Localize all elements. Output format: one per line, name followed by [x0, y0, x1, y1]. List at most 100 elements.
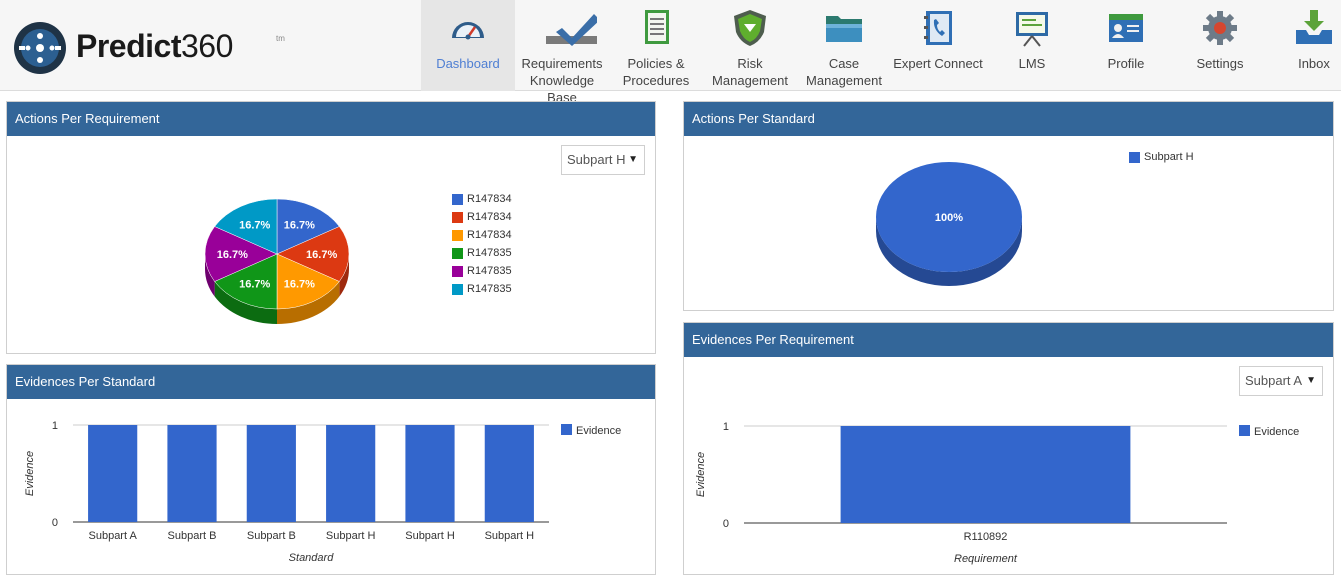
pie-slice-label: 16.7% — [217, 249, 248, 261]
pie-slice[interactable] — [214, 198, 278, 255]
nav-policies-procedures[interactable]: Policies & Procedures — [609, 0, 703, 91]
top-navigation-bar: Predict360 tm Dashboard Requirements Kno… — [0, 0, 1341, 105]
evidences-per-requirement-panel: Evidences Per Requirement Subpart A ▼ 0 1… — [683, 322, 1334, 575]
pie-slice[interactable] — [876, 162, 1022, 272]
legend-label: R147835 — [467, 283, 512, 295]
legend-item[interactable]: R147835 — [452, 244, 512, 262]
nav-inbox[interactable]: Inbox — [1267, 0, 1341, 91]
subpart-select[interactable]: Subpart A ▼ — [1239, 366, 1323, 396]
pie-slice-label: 16.7% — [284, 219, 315, 231]
legend-label[interactable]: Evidence — [576, 425, 621, 437]
pie-slice-side — [876, 217, 1022, 286]
pie-slice-label: 16.7% — [239, 219, 270, 231]
legend-swatch — [452, 265, 463, 277]
legend-item[interactable]: R147835 — [452, 280, 512, 298]
evidences-per-standard-panel: Evidences Per Standard 0 1 Subpart A Subpar… — [6, 364, 656, 575]
document-list-icon — [645, 10, 669, 44]
legend-label: Subpart H — [1144, 151, 1194, 163]
bar[interactable] — [167, 425, 217, 522]
panel-title: Actions Per Standard — [684, 102, 1333, 136]
y-tick-label: 0 — [723, 518, 729, 530]
nav-case-management[interactable]: Case Management — [797, 0, 891, 91]
y-axis-title: Evidence — [695, 452, 707, 497]
logo-trademark: tm — [276, 34, 285, 43]
pie-legend: R147834 R147834 R147834 R147835 R147835 R1478… — [452, 190, 512, 298]
legend-item[interactable]: R147834 — [452, 190, 512, 208]
pie-slice-label: 16.7% — [284, 279, 315, 291]
x-tick-label: Subpart H — [405, 530, 455, 542]
logo-mark-icon — [14, 22, 66, 74]
subpart-select[interactable]: Subpart H ▼ — [561, 145, 645, 175]
nav-dashboard[interactable]: Dashboard — [421, 0, 515, 91]
x-tick-label: Subpart B — [168, 530, 217, 542]
nav-expert-connect[interactable]: Expert Connect — [891, 0, 985, 91]
nav-requirements-knowledge-base[interactable]: Requirements Knowledge Base — [515, 0, 609, 105]
legend-swatch — [1129, 151, 1140, 163]
legend-swatch — [452, 193, 463, 205]
presentation-board-icon — [1016, 12, 1048, 47]
nav-lms[interactable]: LMS — [985, 0, 1079, 91]
pie-slice[interactable] — [276, 253, 340, 310]
legend-label[interactable]: Evidence — [1254, 426, 1299, 438]
pie-slice-side — [205, 254, 215, 297]
legend-swatch — [452, 229, 463, 241]
legend-label: R147834 — [467, 211, 512, 223]
legend-swatch — [1239, 425, 1250, 436]
pie-slice-side — [214, 281, 277, 324]
bar[interactable] — [326, 425, 376, 522]
evidences-per-standard-bar-chart: 0 1 Subpart A Subpart B Subpart B Subpart H Su… — [24, 420, 621, 564]
pie-slice[interactable] — [276, 198, 340, 255]
actions-per-standard-pie-chart: 100% — [876, 162, 1022, 286]
bar[interactable] — [484, 425, 534, 522]
legend-item[interactable]: R147835 — [452, 262, 512, 280]
legend-item[interactable]: R147834 — [452, 226, 512, 244]
main-nav: Dashboard Requirements Knowledge Base Po… — [421, 0, 1341, 105]
actions-per-requirement-pie-chart: 16.7% 16.7% 16.7% 16.7% 16.7% 16.7% — [204, 198, 350, 324]
panel-title: Actions Per Requirement — [7, 102, 655, 136]
x-axis-title: Requirement — [954, 553, 1018, 565]
bar[interactable] — [840, 426, 1131, 523]
x-tick-label: Subpart H — [485, 530, 535, 542]
inbox-tray-icon — [1296, 10, 1332, 44]
shield-icon — [734, 10, 766, 46]
pie-slice[interactable] — [276, 226, 350, 282]
checkmark-icon — [546, 14, 597, 46]
legend-item[interactable]: Subpart H — [1129, 148, 1194, 166]
x-axis-title: Standard — [289, 552, 335, 564]
folder-icon — [826, 16, 862, 42]
y-tick-label: 1 — [52, 420, 58, 432]
pie-slice[interactable] — [214, 253, 278, 310]
gear-icon — [1203, 11, 1237, 45]
nav-settings[interactable]: Settings — [1173, 0, 1267, 91]
legend-label: R147834 — [467, 193, 512, 205]
legend-item[interactable]: R147834 — [452, 208, 512, 226]
nav-profile[interactable]: Profile — [1079, 0, 1173, 91]
bar[interactable] — [88, 425, 138, 522]
predict360-logo[interactable]: Predict360 tm — [14, 22, 314, 74]
dashboard-gauge-icon — [452, 22, 484, 40]
legend-label: R147835 — [467, 265, 512, 277]
pie-slice-side — [277, 281, 340, 324]
bar[interactable] — [246, 425, 296, 522]
phone-book-icon — [924, 11, 952, 45]
pie-slice-label: 100% — [935, 212, 963, 224]
y-tick-label: 0 — [52, 517, 58, 529]
legend-swatch — [561, 424, 572, 435]
legend-label: R147834 — [467, 229, 512, 241]
legend-label: R147835 — [467, 247, 512, 259]
dropdown-caret-icon: ▼ — [1306, 375, 1316, 386]
x-tick-label: Subpart B — [247, 530, 296, 542]
x-tick-label: Subpart H — [326, 530, 376, 542]
panel-title: Evidences Per Requirement — [684, 323, 1333, 357]
id-card-icon — [1109, 14, 1143, 42]
legend-swatch — [452, 283, 463, 295]
actions-per-standard-panel: Actions Per Standard 100% Subpart H — [683, 101, 1334, 311]
pie-slice[interactable] — [204, 226, 278, 282]
x-tick-label: Subpart A — [89, 530, 138, 542]
nav-risk-management[interactable]: Risk Management — [703, 0, 797, 91]
bar[interactable] — [405, 425, 455, 522]
dropdown-caret-icon: ▼ — [628, 154, 638, 165]
evidences-per-requirement-bar-chart: 0 1 R110892 Requirement Evidence Evidence — [695, 421, 1299, 565]
x-tick-label: R110892 — [964, 531, 1008, 543]
logo-wordmark: Predict360 — [76, 28, 233, 64]
